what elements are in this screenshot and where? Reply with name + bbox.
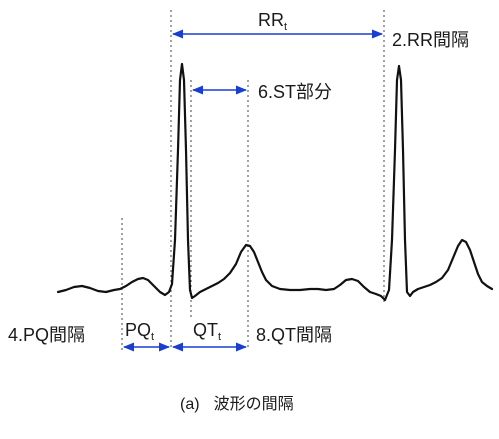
rr-interval-label: 2.RR間隔 — [392, 30, 469, 50]
qt-interval-label: 8.QT間隔 — [256, 325, 332, 345]
st-segment-label: 6.ST部分 — [258, 82, 332, 102]
caption-marker: (a) — [180, 396, 200, 413]
guide-lines — [121, 10, 385, 350]
figure-caption: (a) 波形の間隔 — [180, 395, 294, 413]
ecg-trace — [56, 62, 494, 302]
caption-text: 波形の間隔 — [214, 395, 294, 413]
interval-arrows — [122, 29, 384, 352]
qt-label: QTt — [193, 320, 221, 343]
pq-label: PQt — [125, 320, 154, 343]
rr-label: RRt — [258, 10, 287, 33]
pq-interval-label: 4.PQ間隔 — [8, 325, 85, 345]
